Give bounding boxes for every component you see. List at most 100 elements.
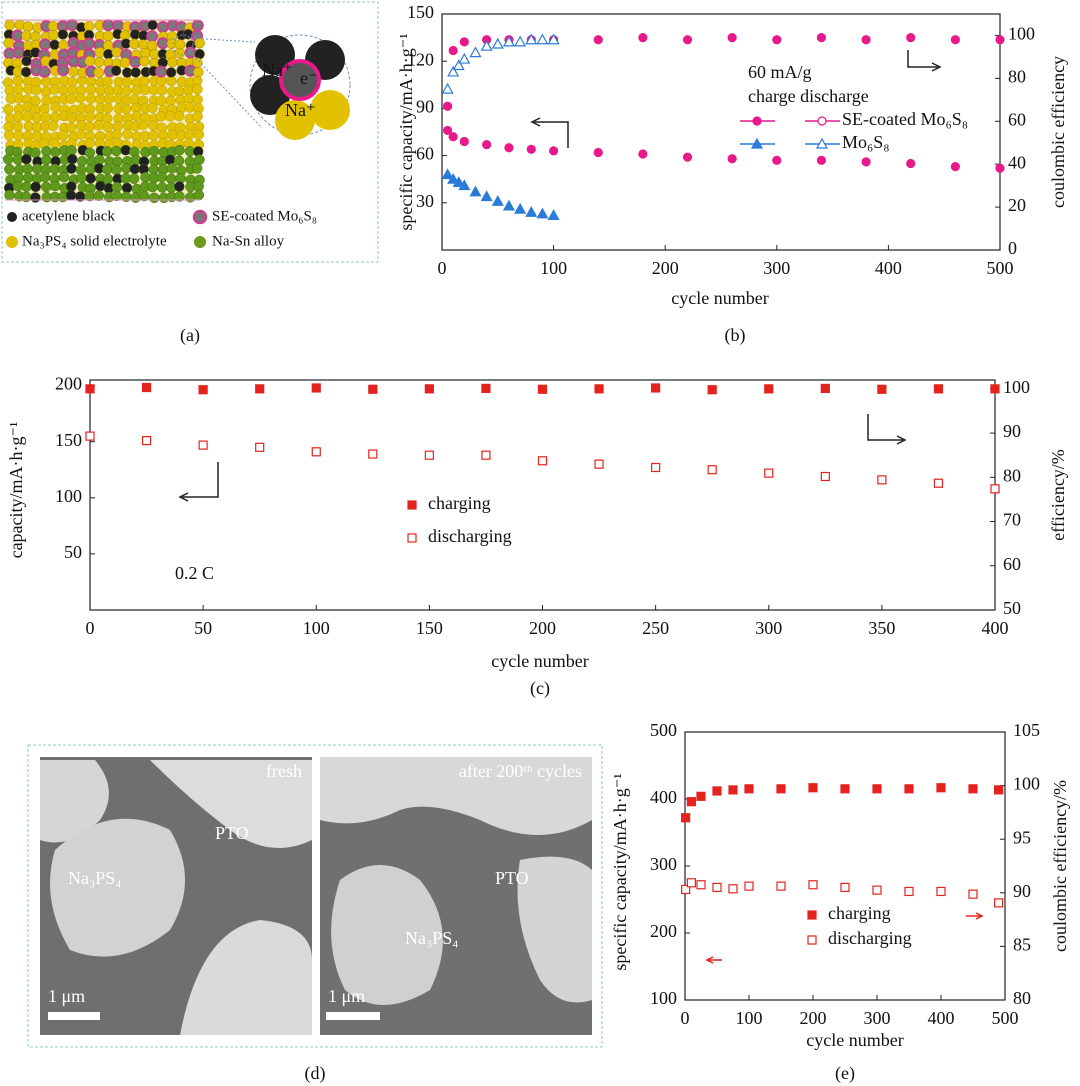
data-point (686, 797, 697, 807)
particle (128, 173, 140, 184)
particle (83, 37, 96, 50)
legend-text: discharging (428, 526, 512, 546)
x-tick-label: 300 (864, 1008, 891, 1028)
particle (193, 129, 205, 140)
y-tick-label: 90 (416, 97, 434, 117)
data-point (447, 172, 460, 184)
x-tick-label: 250 (642, 618, 669, 638)
x-tick-label: 200 (529, 618, 556, 638)
particle (31, 130, 43, 142)
particle (120, 103, 132, 115)
image-label: after 200ᵗʰ cycles (459, 761, 582, 781)
data-point (441, 168, 454, 180)
y2-axis-title: coulombic efficiency (1048, 56, 1068, 208)
data-point (593, 35, 603, 45)
legend-marker (807, 935, 817, 945)
particle (130, 192, 141, 203)
data-point (728, 884, 738, 894)
y-tick-label: 60 (416, 144, 434, 164)
particle (192, 83, 203, 95)
particle (155, 111, 167, 122)
data-point (442, 125, 453, 136)
zoom-source (172, 34, 194, 56)
plot-frame (684, 731, 1006, 1001)
scale-bar-label: 1 μm (328, 986, 365, 1006)
inset-label: Na⁺ (262, 60, 293, 80)
data-point (764, 468, 774, 478)
legend-marker (407, 500, 417, 510)
particle (40, 112, 51, 123)
particle (50, 111, 61, 123)
particle (130, 67, 141, 78)
plot-frame (441, 13, 1001, 251)
particle (41, 76, 52, 87)
particle (148, 130, 159, 141)
data-point (933, 478, 944, 488)
x-tick-label: 100 (540, 258, 567, 278)
particle (20, 66, 32, 78)
particle (4, 189, 15, 201)
particle (57, 84, 69, 96)
particle (85, 173, 96, 184)
y-tick-label: 120 (407, 49, 434, 69)
legend-text: charging (428, 493, 491, 513)
y-tick-label: 400 (650, 787, 677, 807)
particle (121, 76, 133, 87)
y2-tick-label: 85 (1013, 935, 1031, 955)
particle (156, 171, 168, 183)
data-point (727, 32, 737, 43)
y2-tick-label: 90 (1013, 881, 1031, 901)
inset: Na⁺ e⁻ Na⁺ (249, 34, 351, 140)
data-point (424, 384, 434, 394)
data-point (482, 139, 492, 150)
data-point (502, 35, 515, 47)
particle (138, 75, 150, 87)
particle (102, 19, 115, 32)
particle (11, 29, 24, 42)
x-tick-label: 0 (681, 1008, 690, 1028)
particle (85, 84, 97, 95)
particle (93, 190, 104, 201)
annotation: 60 mA/g (748, 62, 812, 82)
particle (155, 65, 168, 78)
data-point (651, 462, 661, 473)
particle (174, 86, 185, 97)
coated-particle (279, 59, 321, 101)
data-point (933, 384, 944, 394)
particle (84, 147, 96, 159)
particle (183, 93, 195, 104)
legend-icon (194, 236, 206, 248)
data-point (547, 209, 560, 220)
particle (138, 190, 150, 202)
x-tick-label: 150 (416, 618, 443, 638)
data-point (820, 383, 830, 394)
particle (129, 38, 140, 50)
particle (30, 181, 41, 193)
x-tick-label: 200 (800, 1008, 827, 1028)
particle (66, 122, 77, 134)
particle (140, 146, 151, 158)
data-point (311, 383, 321, 393)
data-point (514, 202, 527, 214)
data-point (990, 384, 1000, 394)
inset-label: Na⁺ (285, 100, 316, 120)
data-point (441, 82, 454, 94)
data-point (727, 154, 737, 164)
zoom-line (189, 37, 256, 43)
data-point (681, 813, 691, 823)
data-point (707, 465, 717, 475)
particle (30, 147, 41, 159)
sem-image (40, 757, 312, 1035)
data-point (877, 475, 887, 485)
data-point (469, 46, 482, 58)
data-point (198, 385, 208, 395)
legend-text: charging (828, 903, 891, 923)
particle (66, 145, 77, 156)
data-point (255, 442, 265, 452)
y-tick-label: 500 (650, 720, 677, 740)
caption: (c) (530, 678, 550, 699)
particle (21, 55, 32, 67)
particle (65, 93, 77, 104)
data-point (547, 33, 560, 45)
particle (4, 163, 15, 175)
